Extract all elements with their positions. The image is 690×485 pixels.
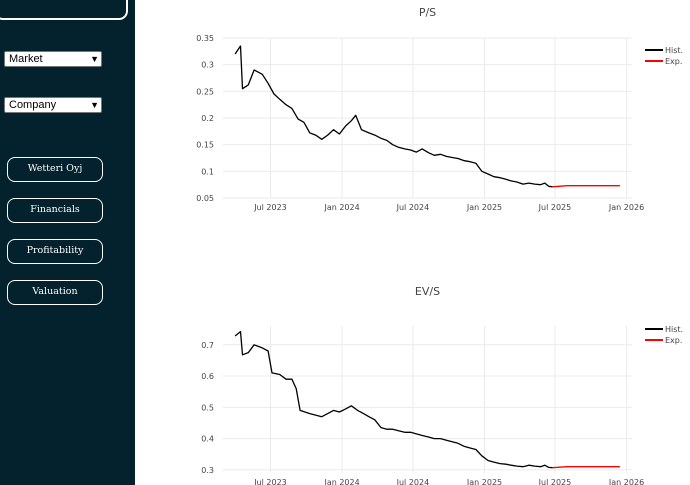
y-tick-label: 0.5: [201, 403, 214, 412]
y-tick-label: 0.35: [196, 34, 214, 43]
market-select[interactable]: Market ▼: [4, 51, 102, 67]
company-button[interactable]: Wetteri Oyj: [7, 157, 103, 182]
financials-button[interactable]: Financials: [7, 198, 103, 223]
x-tick-label: Jul 2025: [538, 478, 572, 485]
x-tick-label: Jul 2024: [396, 478, 430, 485]
legend-label: Exp.: [665, 336, 682, 345]
series-line-hist: [234, 330, 553, 469]
legend-label: Hist.: [665, 46, 683, 55]
x-tick-label: Jul 2025: [538, 203, 572, 212]
profitability-button[interactable]: Profitability: [7, 239, 103, 264]
company-select[interactable]: Company ▼: [4, 97, 102, 113]
y-tick-label: 0.7: [201, 341, 214, 350]
y-tick-label: 0.3: [201, 61, 214, 70]
chart-2-title: EV/S: [415, 285, 440, 298]
x-tick-label: Jan 2024: [323, 203, 359, 212]
x-tick-label: Jan 2026: [608, 478, 644, 485]
y-tick-label: 0.4: [201, 435, 214, 444]
x-tick-label: Jul 2024: [396, 203, 430, 212]
chevron-down-icon: ▼: [90, 54, 99, 64]
company-select-value: Company: [9, 99, 57, 111]
series-line-hist: [234, 45, 553, 188]
x-tick-label: Jul 2023: [253, 478, 287, 485]
x-tick-label: Jan 2025: [466, 203, 502, 212]
y-tick-label: 0.15: [196, 141, 214, 150]
x-tick-label: Jan 2026: [608, 203, 644, 212]
legend-label: Hist.: [665, 325, 683, 334]
y-tick-label: 0.05: [196, 194, 214, 203]
y-tick-label: 0.3: [201, 466, 214, 475]
valuation-button[interactable]: Valuation: [7, 280, 103, 305]
chevron-down-icon: ▼: [90, 100, 99, 110]
y-tick-label: 0.6: [201, 372, 214, 381]
logo-box: [0, 0, 128, 20]
x-tick-label: Jan 2024: [323, 478, 359, 485]
x-tick-label: Jul 2023: [253, 203, 287, 212]
market-select-value: Market: [9, 53, 43, 65]
legend-label: Exp.: [665, 57, 682, 66]
y-tick-label: 0.1: [201, 167, 214, 176]
y-tick-label: 0.2: [201, 114, 214, 123]
x-tick-label: Jan 2025: [466, 478, 502, 485]
chart-1-title: P/S: [419, 6, 436, 19]
sidebar: Market ▼ Company ▼ Wetteri Oyj Financial…: [0, 0, 135, 485]
y-tick-label: 0.25: [196, 87, 214, 96]
series-line-exp: [552, 185, 620, 188]
series-line-exp: [552, 466, 620, 469]
